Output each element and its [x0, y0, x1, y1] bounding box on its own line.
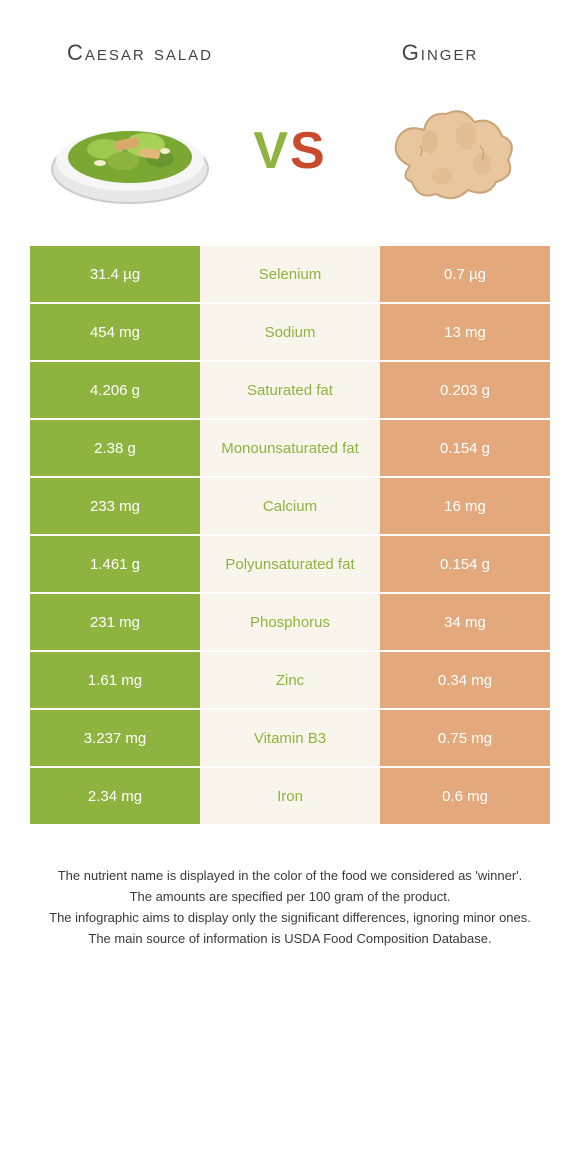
- table-row: 454 mgSodium13 mg: [30, 304, 550, 362]
- value-right: 13 mg: [380, 304, 550, 360]
- value-left: 1.461 g: [30, 536, 200, 592]
- value-right: 0.154 g: [380, 536, 550, 592]
- food-left-image: [40, 86, 220, 216]
- value-left: 3.237 mg: [30, 710, 200, 766]
- footer-line: The infographic aims to display only the…: [40, 908, 540, 929]
- value-left: 231 mg: [30, 594, 200, 650]
- nutrient-label: Selenium: [200, 246, 380, 302]
- nutrient-label: Saturated fat: [200, 362, 380, 418]
- value-left: 1.61 mg: [30, 652, 200, 708]
- food-left-title: Caesar salad: [40, 40, 240, 66]
- value-right: 0.6 mg: [380, 768, 550, 824]
- value-left: 31.4 µg: [30, 246, 200, 302]
- food-right-image: [360, 86, 540, 216]
- value-right: 0.34 mg: [380, 652, 550, 708]
- table-row: 2.34 mgIron0.6 mg: [30, 768, 550, 826]
- table-row: 2.38 gMonounsaturated fat0.154 g: [30, 420, 550, 478]
- images-row: VS: [0, 86, 580, 246]
- table-row: 31.4 µgSelenium0.7 µg: [30, 246, 550, 304]
- table-row: 233 mgCalcium16 mg: [30, 478, 550, 536]
- nutrient-label: Calcium: [200, 478, 380, 534]
- value-right: 0.203 g: [380, 362, 550, 418]
- footer-line: The nutrient name is displayed in the co…: [40, 866, 540, 887]
- value-right: 0.75 mg: [380, 710, 550, 766]
- header: Caesar salad Ginger: [0, 0, 580, 86]
- nutrient-label: Iron: [200, 768, 380, 824]
- value-right: 0.154 g: [380, 420, 550, 476]
- nutrient-label: Phosphorus: [200, 594, 380, 650]
- nutrient-label: Monounsaturated fat: [200, 420, 380, 476]
- value-right: 34 mg: [380, 594, 550, 650]
- value-left: 454 mg: [30, 304, 200, 360]
- nutrient-table: 31.4 µgSelenium0.7 µg454 mgSodium13 mg4.…: [30, 246, 550, 826]
- nutrient-label: Sodium: [200, 304, 380, 360]
- value-left: 2.38 g: [30, 420, 200, 476]
- food-right-title: Ginger: [340, 40, 540, 66]
- footer-line: The main source of information is USDA F…: [40, 929, 540, 950]
- table-row: 1.461 gPolyunsaturated fat0.154 g: [30, 536, 550, 594]
- nutrient-label: Polyunsaturated fat: [200, 536, 380, 592]
- value-left: 4.206 g: [30, 362, 200, 418]
- table-row: 1.61 mgZinc0.34 mg: [30, 652, 550, 710]
- footer-line: The amounts are specified per 100 gram o…: [40, 887, 540, 908]
- value-right: 0.7 µg: [380, 246, 550, 302]
- table-row: 4.206 gSaturated fat0.203 g: [30, 362, 550, 420]
- footer-notes: The nutrient name is displayed in the co…: [0, 826, 580, 949]
- value-right: 16 mg: [380, 478, 550, 534]
- table-row: 3.237 mgVitamin B30.75 mg: [30, 710, 550, 768]
- table-row: 231 mgPhosphorus34 mg: [30, 594, 550, 652]
- value-left: 2.34 mg: [30, 768, 200, 824]
- vs-label: VS: [253, 121, 326, 181]
- value-left: 233 mg: [30, 478, 200, 534]
- nutrient-label: Vitamin B3: [200, 710, 380, 766]
- nutrient-label: Zinc: [200, 652, 380, 708]
